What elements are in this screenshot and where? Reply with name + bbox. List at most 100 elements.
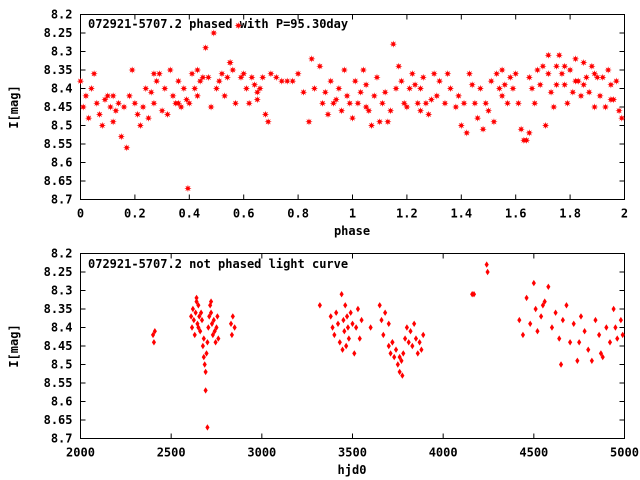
data-point bbox=[205, 424, 210, 431]
data-point bbox=[226, 59, 234, 67]
data-point bbox=[517, 316, 522, 324]
data-point bbox=[509, 84, 517, 93]
data-point bbox=[378, 99, 387, 107]
data-point bbox=[414, 99, 422, 107]
data-point bbox=[209, 320, 215, 327]
data-point bbox=[495, 84, 503, 93]
data-point bbox=[327, 77, 335, 85]
data-point bbox=[215, 313, 220, 320]
data-point bbox=[404, 324, 409, 331]
data-point bbox=[512, 70, 520, 78]
data-point bbox=[381, 88, 389, 96]
data-point bbox=[383, 309, 388, 316]
data-point bbox=[231, 99, 240, 107]
data-point bbox=[344, 342, 349, 350]
data-point bbox=[408, 70, 416, 78]
data-point bbox=[203, 368, 208, 376]
data-point bbox=[564, 302, 569, 309]
data-point bbox=[359, 66, 367, 74]
data-point bbox=[542, 121, 550, 130]
data-point bbox=[191, 316, 196, 324]
data-point bbox=[586, 346, 591, 353]
data-point bbox=[444, 70, 452, 78]
y-tick-label: 8.3 bbox=[51, 284, 73, 298]
data-point bbox=[533, 66, 542, 74]
data-point bbox=[425, 110, 433, 118]
data-points bbox=[76, 22, 626, 192]
data-point bbox=[109, 92, 117, 100]
data-point bbox=[539, 313, 544, 320]
data-point bbox=[95, 110, 104, 118]
data-point bbox=[599, 73, 607, 81]
data-point bbox=[441, 99, 449, 107]
data-point bbox=[454, 92, 463, 100]
x-tick-label: 2000 bbox=[66, 446, 95, 460]
data-point bbox=[446, 84, 455, 93]
data-point bbox=[202, 361, 207, 368]
data-point bbox=[362, 81, 370, 89]
y-tick-label: 8.6 bbox=[51, 395, 73, 409]
data-point bbox=[560, 316, 565, 324]
data-point bbox=[618, 316, 623, 324]
x-tick-label: 0.2 bbox=[124, 207, 146, 221]
x-axis-label: phase bbox=[334, 224, 370, 238]
data-point bbox=[196, 302, 201, 309]
data-point bbox=[487, 77, 495, 85]
data-point bbox=[82, 92, 90, 100]
data-point bbox=[471, 99, 479, 107]
data-point bbox=[395, 62, 403, 70]
data-point bbox=[109, 118, 117, 126]
data-point bbox=[406, 84, 414, 93]
data-point bbox=[419, 346, 424, 353]
data-point bbox=[316, 62, 324, 70]
y-tick-label: 8.6 bbox=[51, 156, 73, 170]
data-point bbox=[381, 331, 386, 339]
data-point bbox=[553, 309, 558, 316]
data-point bbox=[435, 77, 444, 85]
data-point bbox=[395, 361, 400, 368]
data-point bbox=[203, 387, 208, 394]
x-tick-label: 1.2 bbox=[396, 207, 418, 221]
data-point bbox=[87, 84, 95, 93]
data-point bbox=[150, 331, 156, 339]
data-point bbox=[403, 103, 411, 111]
data-point bbox=[188, 70, 196, 78]
data-point bbox=[484, 107, 493, 115]
data-point bbox=[144, 114, 153, 122]
data-point bbox=[412, 320, 417, 327]
data-point bbox=[393, 346, 399, 353]
data-point bbox=[196, 77, 204, 85]
data-point bbox=[557, 335, 562, 342]
data-point bbox=[460, 99, 468, 107]
data-point bbox=[520, 331, 526, 339]
data-point bbox=[242, 84, 251, 93]
data-point bbox=[546, 283, 551, 290]
data-point bbox=[207, 103, 215, 111]
data-point bbox=[362, 103, 370, 111]
data-point bbox=[422, 99, 430, 107]
data-point bbox=[329, 99, 338, 107]
data-point bbox=[114, 99, 123, 107]
y-tick-label: 8.7 bbox=[51, 193, 73, 207]
data-point bbox=[211, 316, 216, 324]
data-point bbox=[134, 110, 142, 118]
data-point bbox=[593, 316, 598, 324]
data-point bbox=[384, 118, 392, 126]
data-point bbox=[578, 313, 584, 320]
y-axis-label: I[mag] bbox=[7, 85, 21, 128]
data-point bbox=[392, 353, 397, 361]
data-point bbox=[335, 84, 343, 93]
y-tick-label: 8.55 bbox=[44, 137, 73, 151]
y-tick-label: 8.35 bbox=[44, 302, 73, 316]
data-point bbox=[340, 346, 345, 353]
data-point bbox=[501, 81, 509, 89]
data-point bbox=[352, 350, 357, 357]
data-point bbox=[413, 335, 419, 342]
data-point bbox=[184, 184, 192, 192]
data-point bbox=[533, 305, 538, 313]
data-point bbox=[514, 99, 523, 107]
data-point bbox=[272, 73, 280, 81]
data-point bbox=[611, 305, 616, 313]
data-point bbox=[612, 77, 620, 85]
y-tick-label: 8.7 bbox=[51, 432, 73, 446]
